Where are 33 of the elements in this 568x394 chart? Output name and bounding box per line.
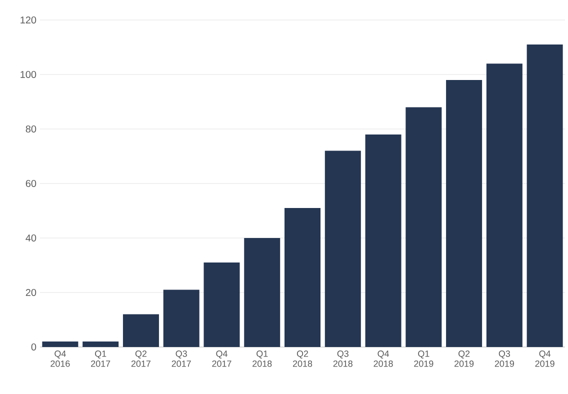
bar — [42, 342, 78, 347]
y-tick-label: 20 — [26, 288, 36, 296]
bar — [244, 238, 280, 347]
x-tick-label: Q1 2018 — [252, 350, 272, 367]
x-tick-label: Q3 2017 — [172, 350, 191, 367]
bar — [406, 107, 442, 347]
bar — [204, 262, 240, 347]
y-tick-label: 40 — [26, 234, 36, 242]
bar — [284, 208, 321, 347]
x-tick-label: Q3 2018 — [333, 350, 352, 367]
x-tick-label: Q4 2018 — [374, 350, 393, 367]
x-tick-label: Q3 2019 — [494, 350, 514, 367]
x-tick-label: Q2 2019 — [454, 350, 474, 367]
bar — [82, 342, 119, 347]
bar — [324, 150, 361, 347]
bar — [526, 44, 563, 347]
bar — [122, 314, 159, 347]
x-tick-label: Q4 2017 — [212, 350, 232, 367]
x-tick-label: Q1 2017 — [91, 350, 110, 367]
y-tick-label: 100 — [20, 70, 36, 78]
x-tick-label: Q2 2017 — [131, 350, 150, 367]
x-tick-label: Q4 2019 — [535, 350, 554, 367]
y-tick-label: 120 — [20, 16, 36, 24]
bar — [446, 80, 482, 347]
y-tick-label: 80 — [26, 125, 36, 133]
bar — [365, 134, 402, 347]
y-tick-label: 0 — [31, 343, 36, 351]
x-tick-label: Q4 2016 — [50, 350, 70, 367]
bar — [163, 290, 200, 347]
y-tick-label: 60 — [26, 180, 36, 188]
bar — [486, 64, 522, 347]
x-tick-label: Q1 2019 — [414, 350, 434, 367]
x-tick-label: Q2 2018 — [292, 350, 312, 367]
